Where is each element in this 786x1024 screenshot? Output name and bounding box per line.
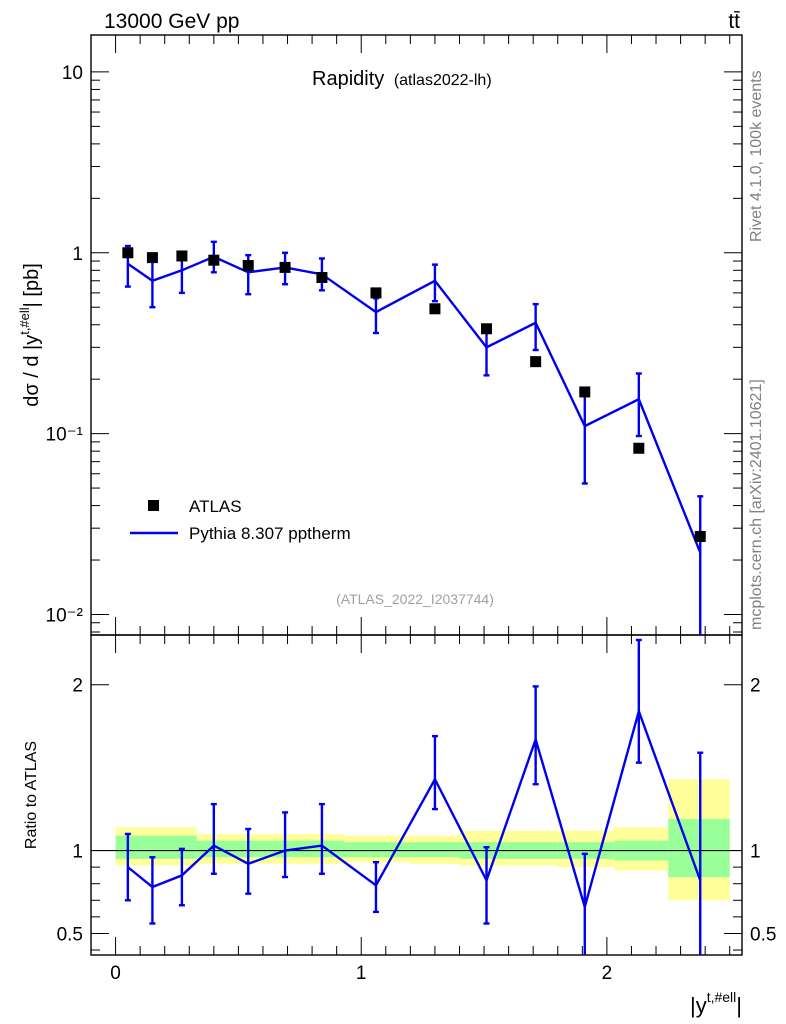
chart-subtitle: (atlas2022-lh) <box>394 72 492 89</box>
chart-title: Rapidity (atlas2022-lh) <box>312 68 492 90</box>
main-y-tick-label: 1 <box>72 244 83 265</box>
ratio-y-tick-label-right: 0.5 <box>750 924 776 945</box>
main-axes: 10 1 10⁻¹ 10⁻² <box>46 35 742 635</box>
data-point <box>208 254 220 266</box>
ratio-y-tick-label-left: 2 <box>72 676 83 697</box>
data-point <box>579 386 591 398</box>
data-point <box>530 356 542 368</box>
data-point <box>370 287 382 299</box>
x-axis-label: |yt,#ell| <box>690 989 742 1018</box>
data-point <box>316 271 328 283</box>
ratio-y-tick-label-right: 2 <box>750 676 761 697</box>
main-y-tick-label: 10 <box>62 63 83 84</box>
ratio-uncertainty-bands <box>115 779 730 901</box>
data-point <box>481 323 493 335</box>
ratio-y-tick-label-left: 1 <box>72 842 83 863</box>
main-series <box>122 240 706 635</box>
ratio-line <box>127 707 702 912</box>
ratio-x-tick-label: 2 <box>602 963 613 984</box>
main-y-tick-label: 10⁻¹ <box>46 425 84 446</box>
main-y-tick-label: 10⁻² <box>46 605 84 626</box>
ratio-band-stat <box>196 840 345 858</box>
data-point <box>176 250 188 262</box>
ratio-band-stat <box>115 835 197 859</box>
ratio-panel-frame <box>90 634 743 956</box>
data-point <box>694 530 706 542</box>
ratio-band-stat <box>344 842 411 858</box>
ratio-series <box>124 638 704 955</box>
analysis-id: (ATLAS_2022_I2037744) <box>336 591 494 607</box>
data-point <box>429 303 441 315</box>
rivet-label: Rivet 4.1.0, 100k events <box>748 70 765 242</box>
data-point <box>279 261 291 273</box>
main-panel-frame <box>90 34 743 636</box>
ratio-band-stat <box>410 842 460 858</box>
ratio-axes: 0 1 2 2 2 1 1 0.5 0.5 <box>57 635 776 984</box>
ratio-y-tick-label-left: 0.5 <box>57 924 83 945</box>
mc-line <box>127 255 702 553</box>
ratio-band-stat <box>668 819 730 878</box>
legend: ATLAS Pythia 8.307 pptherm <box>130 497 351 543</box>
mcplots-label: mcplots.cern.ch [arXiv:2401.10621] <box>748 379 765 630</box>
process-label: tt̄ <box>728 10 740 33</box>
data-point <box>122 247 134 259</box>
chart-title-main: Rapidity <box>312 68 384 90</box>
ratio-y-tick-label-right: 1 <box>750 842 761 863</box>
ratio-x-tick-label: 1 <box>356 963 367 984</box>
data-point <box>633 442 645 454</box>
data-point <box>242 260 254 272</box>
main-ylabel: dσ / d |yt,#ell| [pb] <box>17 263 43 407</box>
energy-label: 13000 GeV pp <box>104 10 239 33</box>
legend-marker-atlas <box>148 500 159 511</box>
legend-label-atlas: ATLAS <box>189 497 242 516</box>
data-point <box>146 252 158 264</box>
ratio-ylabel: Ratio to ATLAS <box>23 741 40 849</box>
legend-label-pythia: Pythia 8.307 pptherm <box>189 524 351 543</box>
ratio-x-tick-label: 0 <box>110 963 121 984</box>
